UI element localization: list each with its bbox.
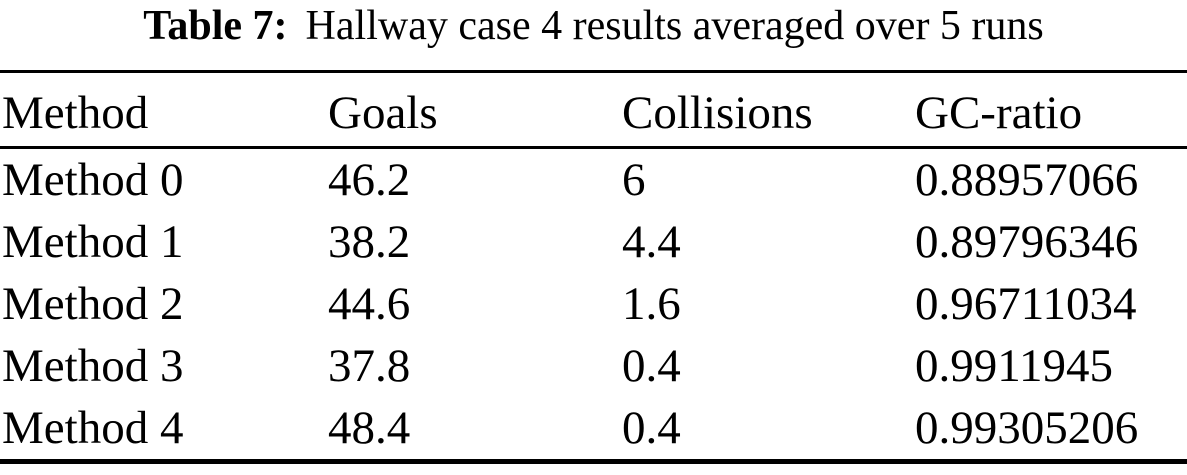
cell-gc-ratio: 0.89796346 bbox=[915, 216, 1139, 268]
cell-collisions: 4.4 bbox=[622, 216, 681, 268]
table-caption-label: Table 7: bbox=[143, 3, 288, 49]
cell-gc-ratio: 0.9911945 bbox=[915, 340, 1114, 392]
table-row: Method 1 38.2 4.4 0.89796346 bbox=[0, 211, 1187, 273]
cell-gc-ratio: 0.88957066 bbox=[915, 154, 1139, 206]
table-row: Method 0 46.2 6 0.88957066 bbox=[0, 149, 1187, 211]
table-row: Method 3 37.8 0.4 0.9911945 bbox=[0, 335, 1187, 397]
table-row: Method 2 44.6 1.6 0.96711034 bbox=[0, 273, 1187, 335]
cell-collisions: 1.6 bbox=[622, 278, 681, 330]
cell-goals: 48.4 bbox=[328, 402, 411, 454]
cell-method: Method 3 bbox=[2, 340, 184, 392]
table-caption-text: Hallway case 4 results averaged over 5 r… bbox=[305, 3, 1044, 49]
table-header-rule bbox=[0, 146, 1187, 149]
cell-goals: 46.2 bbox=[328, 154, 411, 206]
column-header-method: Method bbox=[2, 86, 149, 139]
cell-collisions: 0.4 bbox=[622, 402, 681, 454]
table-caption: Table 7: Hallway case 4 results averaged… bbox=[0, 0, 1187, 70]
cell-gc-ratio: 0.99305206 bbox=[915, 402, 1139, 454]
table-top-rule bbox=[0, 70, 1187, 73]
table-header-row: Method Goals Collisions GC-ratio bbox=[0, 73, 1187, 146]
cell-gc-ratio: 0.96711034 bbox=[915, 278, 1137, 330]
cell-method: Method 2 bbox=[2, 278, 184, 330]
cell-goals: 44.6 bbox=[328, 278, 411, 330]
cell-method: Method 1 bbox=[2, 216, 184, 268]
cell-goals: 37.8 bbox=[328, 340, 411, 392]
cell-collisions: 6 bbox=[622, 154, 646, 206]
cell-collisions: 0.4 bbox=[622, 340, 681, 392]
cell-goals: 38.2 bbox=[328, 216, 411, 268]
column-header-goals: Goals bbox=[328, 86, 438, 139]
table-row: Method 4 48.4 0.4 0.99305206 bbox=[0, 397, 1187, 459]
cell-method: Method 0 bbox=[2, 154, 184, 206]
column-header-collisions: Collisions bbox=[622, 86, 813, 139]
column-header-gc-ratio: GC-ratio bbox=[915, 86, 1083, 139]
cell-method: Method 4 bbox=[2, 402, 184, 454]
table-bottom-rule bbox=[0, 459, 1187, 464]
